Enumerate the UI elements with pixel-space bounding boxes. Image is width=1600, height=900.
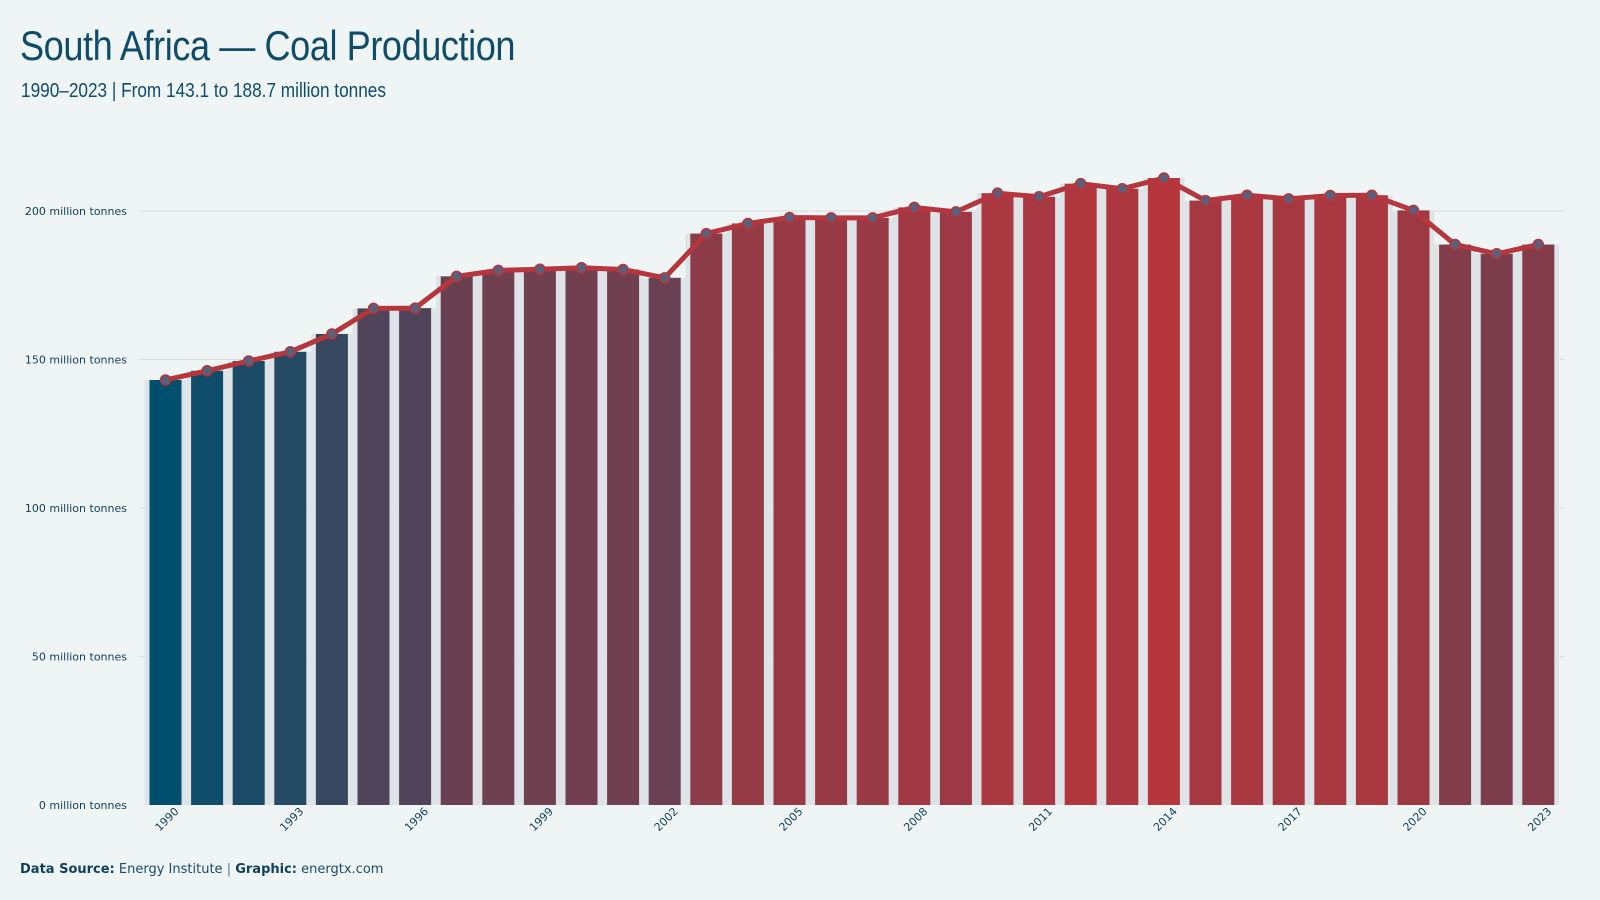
data-point [242, 355, 255, 367]
y-axis: 0 million tonnes 50 million tonnes 100 mil… [25, 205, 127, 812]
bar [357, 308, 390, 805]
bar [731, 223, 764, 805]
bar [399, 308, 432, 805]
data-point [700, 227, 713, 240]
bar [939, 211, 972, 806]
data-point [1366, 189, 1378, 202]
data-point [742, 217, 754, 230]
data-point [1074, 177, 1087, 190]
bar [1355, 195, 1388, 805]
data-point [326, 328, 338, 340]
data-point [1033, 190, 1045, 203]
bar [482, 270, 515, 805]
graphic-value: energtx.com [301, 862, 384, 877]
bar [1106, 188, 1139, 806]
data-point [1532, 238, 1545, 251]
chart-title: South Africa — Coal Production [20, 22, 516, 69]
data-point [1158, 172, 1170, 184]
y-tick-label: 0 million tonnes [39, 799, 127, 812]
x-tick-label: 1990 [153, 805, 182, 834]
bar [315, 333, 348, 805]
chart-footer: Data Source: Energy Institute | Graphic:… [20, 862, 383, 877]
footer-separator: | [226, 862, 232, 877]
data-point [1324, 189, 1337, 202]
data-point [1199, 194, 1212, 207]
bar [1397, 210, 1430, 805]
x-tick-label: 2005 [777, 805, 806, 834]
bar [232, 360, 265, 805]
x-tick-label: 2020 [1401, 805, 1430, 834]
bar [898, 207, 931, 805]
bar [1023, 196, 1056, 805]
bar [1522, 244, 1555, 805]
chart-subtitle: 1990–2023 | From 143.1 to 188.7 million … [21, 80, 386, 102]
bar [1439, 244, 1472, 805]
bar [856, 217, 889, 805]
bar [565, 267, 598, 805]
data-point [409, 302, 421, 314]
bar [191, 370, 224, 805]
bar [690, 233, 723, 805]
y-tick-label: 50 million tonnes [32, 651, 127, 664]
x-tick-label: 1993 [277, 805, 306, 834]
bar [1064, 183, 1097, 805]
data-point [658, 272, 671, 284]
data-point [1241, 189, 1253, 202]
x-tick-label: 2014 [1151, 805, 1180, 834]
x-tick-label: 1999 [527, 805, 556, 834]
data-point [284, 346, 297, 358]
data-point [201, 365, 213, 377]
data-point [617, 263, 629, 276]
data-point [159, 374, 172, 386]
x-tick-label: 2008 [901, 805, 930, 834]
source-value: Energy Institute [118, 862, 223, 877]
data-point [1490, 248, 1503, 260]
x-tick-label: 2017 [1276, 805, 1305, 834]
bar [1147, 178, 1180, 805]
bar [274, 351, 307, 805]
bar [648, 277, 681, 805]
data-point [991, 187, 1004, 199]
x-tick-label: 2002 [652, 805, 681, 834]
data-point [1116, 182, 1129, 195]
bar [1272, 198, 1305, 805]
x-tick-label: 1996 [402, 805, 431, 834]
bar [1189, 200, 1222, 806]
bar [149, 379, 182, 805]
data-point [908, 201, 921, 214]
data-point [1407, 204, 1420, 217]
data-point [825, 212, 837, 224]
bar [981, 193, 1014, 805]
bar [607, 269, 640, 805]
y-tick-label: 200 million tonnes [25, 205, 127, 218]
data-point [367, 302, 380, 315]
source-label: Data Source: [20, 862, 115, 877]
bar [773, 217, 806, 805]
graphic-label: Graphic: [235, 862, 297, 877]
data-point [1449, 238, 1461, 251]
data-point [492, 264, 505, 277]
bar [523, 269, 556, 805]
bar [815, 217, 848, 805]
data-point [534, 263, 546, 275]
data-point [866, 212, 879, 224]
data-point [950, 206, 962, 218]
data-point [1282, 193, 1295, 205]
bar [440, 276, 473, 806]
series-line [163, 175, 1541, 383]
y-tick-label: 100 million tonnes [25, 502, 127, 515]
x-tick-label: 2011 [1026, 805, 1055, 834]
data-point [575, 261, 588, 274]
data-point [783, 211, 796, 224]
bars [144, 178, 1560, 806]
x-tick-label: 2023 [1525, 805, 1554, 834]
bar [1231, 195, 1264, 805]
bar [1314, 195, 1347, 805]
bar [1480, 253, 1513, 805]
data-point [450, 270, 463, 283]
y-tick-label: 150 million tonnes [25, 354, 127, 367]
x-axis: 1990 1993 1996 1999 2002 2005 2008 2011 2014 2017… [153, 805, 1555, 834]
trend-line [159, 172, 1545, 386]
